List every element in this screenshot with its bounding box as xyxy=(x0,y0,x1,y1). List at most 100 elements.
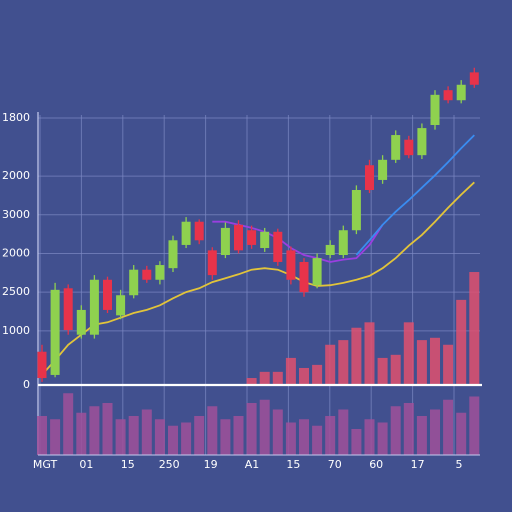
overlay-volume-bar xyxy=(312,364,323,385)
x-tick-label: 15 xyxy=(286,458,300,471)
overlay-volume-bar xyxy=(285,357,296,385)
y-tick-label: 2500 xyxy=(2,285,30,298)
volume-bar xyxy=(456,412,467,455)
volume-bar xyxy=(312,425,323,455)
volume-bar xyxy=(220,419,231,455)
overlay-volume-bar xyxy=(259,371,270,385)
volume-bar xyxy=(76,412,87,455)
volume-bar xyxy=(325,416,336,455)
volume-bar xyxy=(390,406,401,455)
volume-bar xyxy=(338,409,349,455)
volume-bar xyxy=(299,419,309,455)
candle-body xyxy=(391,135,401,160)
volume-bar xyxy=(416,416,427,455)
overlay-volume-bar xyxy=(377,357,388,385)
candle-body xyxy=(220,227,230,255)
volume-bar xyxy=(272,409,283,455)
volume-bar xyxy=(364,419,375,455)
overlay-volume-bar xyxy=(351,327,362,385)
candle-body xyxy=(155,265,165,280)
volume-bar xyxy=(168,425,178,455)
overlay-volume-bar xyxy=(299,367,309,385)
candle-body xyxy=(273,231,283,262)
y-tick-label: 3000 xyxy=(2,208,30,221)
candle-body xyxy=(168,240,178,269)
x-tick-label: A1 xyxy=(245,458,260,471)
x-tick-label: 250 xyxy=(159,458,180,471)
candle-body xyxy=(286,250,296,280)
x-tick-label: MGT xyxy=(33,458,58,471)
candle-body xyxy=(430,94,440,125)
y-tick-label: 2000 xyxy=(2,169,30,182)
candle-body xyxy=(234,224,243,251)
overlay-volume-bar xyxy=(456,299,467,385)
overlay-volume-bar xyxy=(325,344,336,385)
x-tick-label: 5 xyxy=(456,458,463,471)
volume-bar xyxy=(351,429,362,455)
candle-body xyxy=(260,231,270,249)
volume-bar xyxy=(63,393,74,455)
volume-bar xyxy=(102,403,113,455)
candle-body xyxy=(417,128,427,156)
candle-body xyxy=(351,190,361,231)
volume-bar xyxy=(259,399,270,455)
overlay-volume-bar xyxy=(246,378,257,385)
y-tick-label: 1000 xyxy=(2,324,30,337)
candle-body xyxy=(103,279,112,310)
candle-body xyxy=(378,159,388,180)
x-tick-label: 19 xyxy=(204,458,218,471)
volume-bar xyxy=(285,422,296,455)
volume-bar xyxy=(194,416,205,455)
volume-bar xyxy=(377,422,388,455)
x-tick-label: 01 xyxy=(79,458,93,471)
volume-bar xyxy=(246,403,257,455)
candle-body xyxy=(469,72,479,85)
volume-bar xyxy=(50,419,61,455)
volume-bar xyxy=(154,419,165,455)
candle-body xyxy=(443,90,453,101)
y-tick-label: 1800 xyxy=(2,111,30,124)
overlay-volume-bar xyxy=(403,322,414,385)
candle-body xyxy=(116,295,126,316)
volume-bar xyxy=(128,416,139,455)
x-tick-label: 17 xyxy=(411,458,425,471)
volume-bar xyxy=(141,409,152,455)
candle-body xyxy=(76,309,86,335)
candle-body xyxy=(312,258,322,286)
overlay-volume-bar xyxy=(469,272,480,385)
y-tick-label: 0 xyxy=(23,378,30,391)
overlay-volume-bar xyxy=(364,322,375,385)
line-series xyxy=(41,181,475,376)
candle-body xyxy=(37,351,47,379)
overlay-volume-bar xyxy=(338,340,349,385)
volume-bar xyxy=(207,406,218,455)
volume-bar xyxy=(181,422,192,455)
x-tick-label: 15 xyxy=(121,458,135,471)
candle-body xyxy=(247,230,257,245)
overlay-volume-bar xyxy=(390,354,401,385)
volume-bar xyxy=(115,419,126,455)
x-tick-label: 60 xyxy=(369,458,383,471)
volume-bar xyxy=(443,399,454,455)
volume-bar xyxy=(469,396,480,455)
candle-body xyxy=(142,269,152,280)
candle-body xyxy=(325,244,335,255)
candle-body xyxy=(365,165,374,190)
y-tick-label: 2000 xyxy=(2,246,30,259)
candle-body xyxy=(194,221,204,241)
volume-bar xyxy=(430,409,440,455)
x-tick-label: 70 xyxy=(328,458,342,471)
candle-body xyxy=(181,221,191,245)
volume-bar xyxy=(233,416,244,455)
overlay-volume-bar xyxy=(430,337,440,385)
candle-body xyxy=(404,139,414,156)
volume-bar xyxy=(89,406,100,455)
candle-body xyxy=(129,269,139,296)
volume-bar xyxy=(37,416,47,455)
overlay-volume-bar xyxy=(416,340,427,385)
candle-body xyxy=(456,84,466,101)
candle-body xyxy=(63,288,73,331)
overlay-volume-bar xyxy=(443,344,454,385)
candle-body xyxy=(338,230,348,255)
